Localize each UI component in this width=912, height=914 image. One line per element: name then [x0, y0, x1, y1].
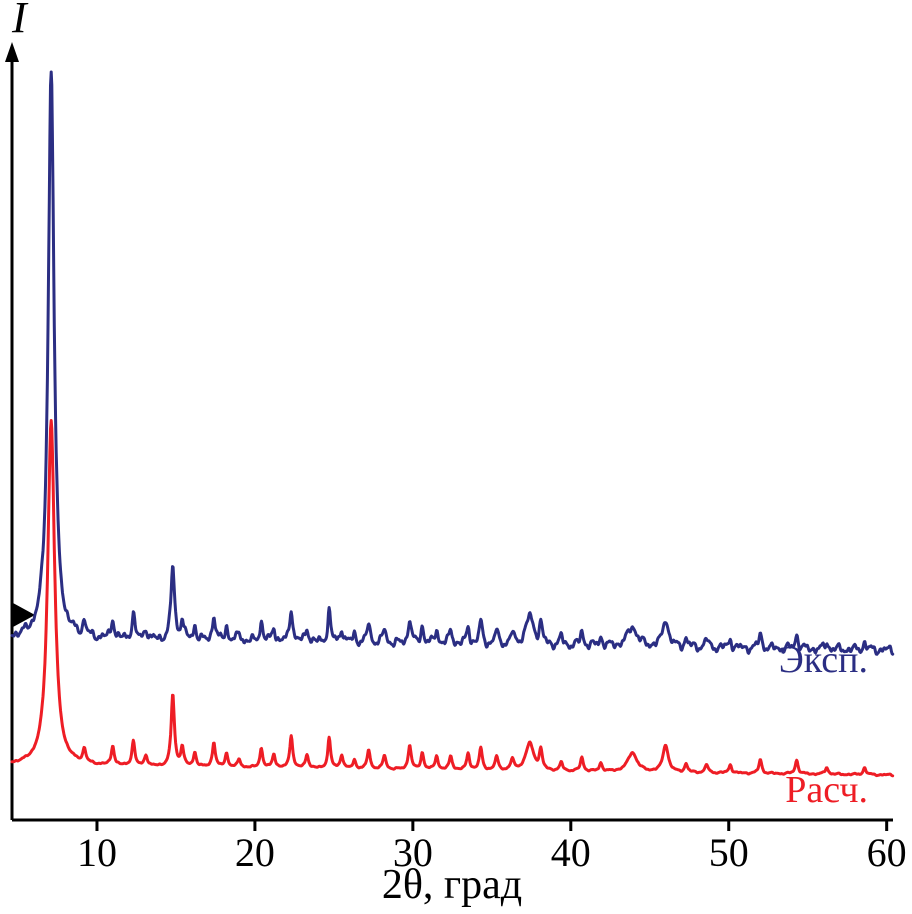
x-tick-label: 60: [867, 830, 907, 875]
x-tick-label: 40: [551, 830, 591, 875]
curves-layer: [10, 70, 895, 778]
x-tick-label: 20: [235, 830, 275, 875]
x-axis-label: 2θ, град: [382, 862, 522, 908]
series-label-calculated: Расч.: [785, 769, 868, 811]
axes-layer: 10 20 30 40 50 60: [5, 42, 907, 875]
calculated-curve: [10, 419, 895, 778]
x-tick-label: 30: [393, 830, 433, 875]
baseline-marker-arrow-icon: [13, 603, 35, 627]
y-axis-label: I: [11, 0, 29, 42]
labels-layer: I 2θ, град Эксп. Расч.: [11, 0, 868, 908]
experimental-curve: [10, 70, 895, 656]
y-axis-arrowhead-icon: [5, 42, 19, 62]
x-tick-label: 10: [77, 830, 117, 875]
series-label-experimental: Эксп.: [779, 639, 868, 681]
x-tick-label: 50: [709, 830, 749, 875]
